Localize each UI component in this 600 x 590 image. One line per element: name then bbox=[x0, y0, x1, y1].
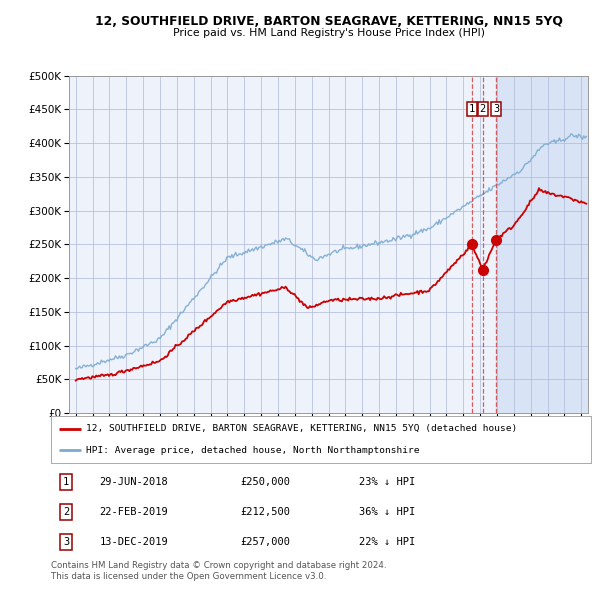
Text: £257,000: £257,000 bbox=[240, 537, 290, 547]
Text: 29-JUN-2018: 29-JUN-2018 bbox=[100, 477, 169, 487]
Text: Price paid vs. HM Land Registry's House Price Index (HPI): Price paid vs. HM Land Registry's House … bbox=[173, 28, 485, 38]
Text: This data is licensed under the Open Government Licence v3.0.: This data is licensed under the Open Gov… bbox=[51, 572, 326, 581]
Text: £250,000: £250,000 bbox=[240, 477, 290, 487]
Text: £212,500: £212,500 bbox=[240, 507, 290, 517]
Text: 2: 2 bbox=[63, 507, 69, 517]
Text: 3: 3 bbox=[493, 104, 499, 114]
Text: 1: 1 bbox=[63, 477, 69, 487]
Text: 1: 1 bbox=[469, 104, 475, 114]
Text: Contains HM Land Registry data © Crown copyright and database right 2024.: Contains HM Land Registry data © Crown c… bbox=[51, 560, 386, 569]
Text: 36% ↓ HPI: 36% ↓ HPI bbox=[359, 507, 415, 517]
Text: 12, SOUTHFIELD DRIVE, BARTON SEAGRAVE, KETTERING, NN15 5YQ (detached house): 12, SOUTHFIELD DRIVE, BARTON SEAGRAVE, K… bbox=[86, 424, 517, 433]
Text: HPI: Average price, detached house, North Northamptonshire: HPI: Average price, detached house, Nort… bbox=[86, 446, 419, 455]
Text: 2: 2 bbox=[479, 104, 485, 114]
Text: 12, SOUTHFIELD DRIVE, BARTON SEAGRAVE, KETTERING, NN15 5YQ: 12, SOUTHFIELD DRIVE, BARTON SEAGRAVE, K… bbox=[95, 15, 563, 28]
Bar bbox=[496, 76, 588, 413]
Text: 13-DEC-2019: 13-DEC-2019 bbox=[100, 537, 169, 547]
Text: 22% ↓ HPI: 22% ↓ HPI bbox=[359, 537, 415, 547]
Text: 22-FEB-2019: 22-FEB-2019 bbox=[100, 507, 169, 517]
Text: 3: 3 bbox=[63, 537, 69, 547]
Text: 23% ↓ HPI: 23% ↓ HPI bbox=[359, 477, 415, 487]
